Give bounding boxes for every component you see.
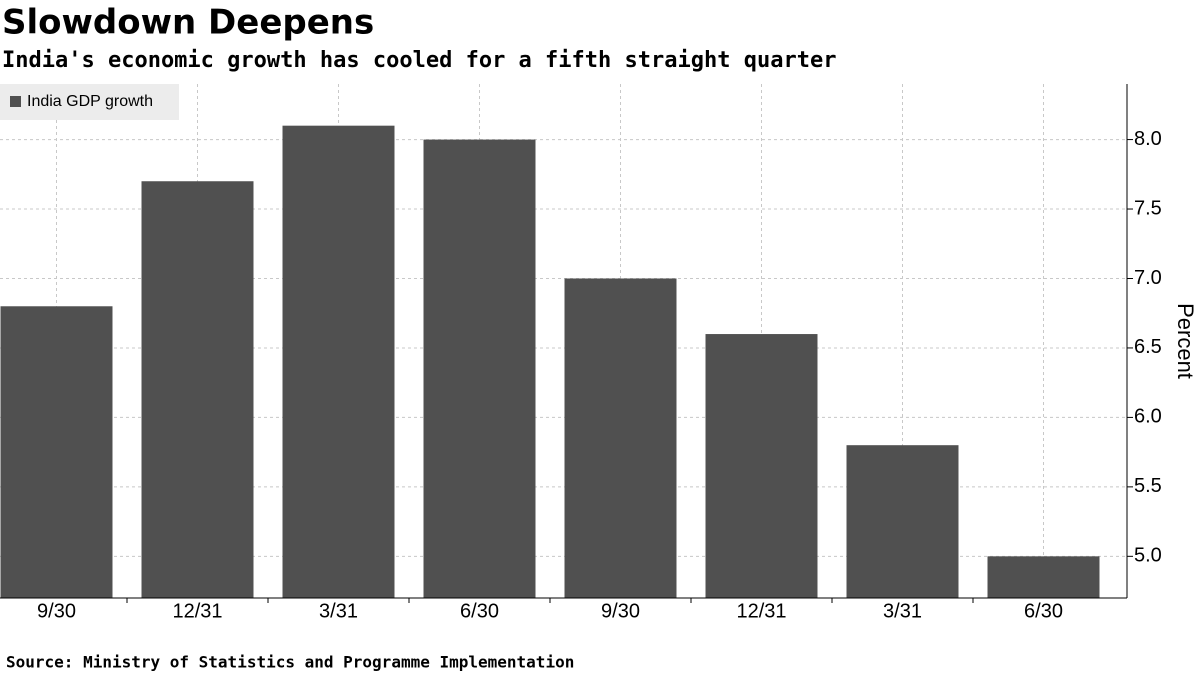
legend-box: [0, 84, 179, 120]
x-tick-label: 9/30: [601, 600, 640, 622]
x-tick-label: 9/30: [37, 600, 76, 622]
x-tick-label: 3/31: [883, 600, 922, 622]
y-tick-label: 5.5: [1134, 475, 1162, 497]
y-tick-label: 5.0: [1134, 545, 1162, 567]
x-tick-label: 6/30: [1024, 600, 1063, 622]
y-tick-label: 8.0: [1134, 128, 1162, 150]
legend-swatch: [10, 96, 21, 107]
bar: [987, 556, 1100, 598]
x-tick-label: 3/31: [319, 600, 358, 622]
legend-label: India GDP growth: [27, 93, 153, 110]
bar: [141, 181, 254, 599]
bar: [846, 445, 959, 598]
y-tick-label: 6.0: [1134, 406, 1162, 428]
source: Source: Ministry of Statistics and Progr…: [6, 653, 574, 672]
x-tick-label: 12/31: [736, 600, 786, 622]
legend: India GDP growth: [0, 84, 179, 120]
bar: [423, 139, 536, 598]
y-tick-label: 6.5: [1134, 336, 1162, 358]
y-tick-label: 7.5: [1134, 197, 1162, 219]
y-axis-label: Percent: [1173, 303, 1198, 379]
chart-title: Slowdown Deepens: [2, 3, 374, 43]
bar: [0, 306, 113, 598]
bar: [564, 278, 677, 598]
chart-subtitle: India's economic growth has cooled for a…: [2, 48, 836, 73]
x-tick-label: 6/30: [460, 600, 499, 622]
y-tick-label: 7.0: [1134, 267, 1162, 289]
bar: [282, 125, 395, 599]
bar: [705, 334, 818, 598]
x-tick-label: 12/31: [172, 600, 222, 622]
